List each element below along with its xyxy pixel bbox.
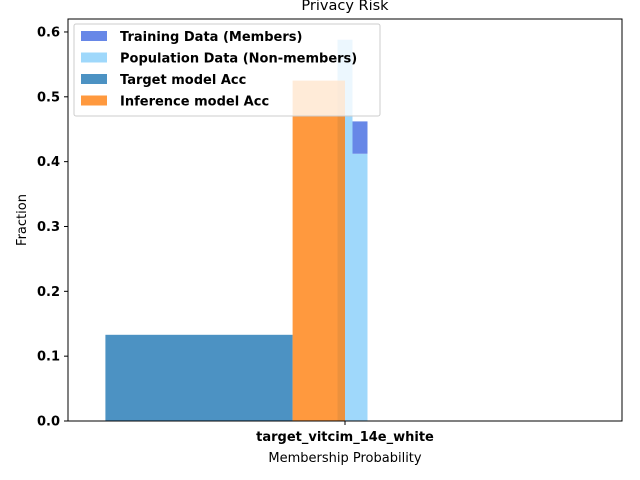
x-tick-label: target_vitcim_14e_white [256,430,434,445]
legend-label-target-model-acc: Target model Acc [120,73,246,88]
x-axis: target_vitcim_14e_white [256,421,434,445]
chart-title: Privacy Risk [301,0,389,14]
y-tick-label: 0.6 [37,25,60,40]
y-tick-label: 0.1 [37,350,60,365]
legend-label-training-data-members: Training Data (Members) [120,30,302,45]
legend-box [73,23,381,117]
legend-swatch-inference-model-acc [81,95,107,106]
legend-swatch-target-model-acc [81,74,107,84]
y-tick-label: 0.4 [37,155,60,170]
y-axis: 0.0 0.1 0.2 0.3 0.4 0.5 0.6 [37,25,68,430]
y-tick-label: 0.2 [37,285,60,300]
bar-inference-model-acc-0 [292,80,345,421]
y-tick-label: 0.5 [37,90,60,105]
bar-population-data-non-members-1 [352,153,368,421]
legend-swatch-population-data-non-members [81,52,107,63]
y-tick-label: 0.0 [37,415,60,430]
legend: Training Data (Members) Population Data (… [73,23,381,117]
bar-training-data-members-0 [352,121,368,154]
bar-target-model-acc-0 [105,334,293,421]
legend-label-population-data-non-members: Population Data (Non-members) [120,52,357,67]
bars-layer [105,39,368,421]
y-axis-label: Fraction [15,194,30,246]
legend-label-inference-model-acc: Inference model Acc [120,95,269,110]
legend-swatch-training-data-members [81,31,107,41]
x-axis-label: Membership Probability [268,451,422,466]
y-tick-label: 0.3 [37,220,60,235]
